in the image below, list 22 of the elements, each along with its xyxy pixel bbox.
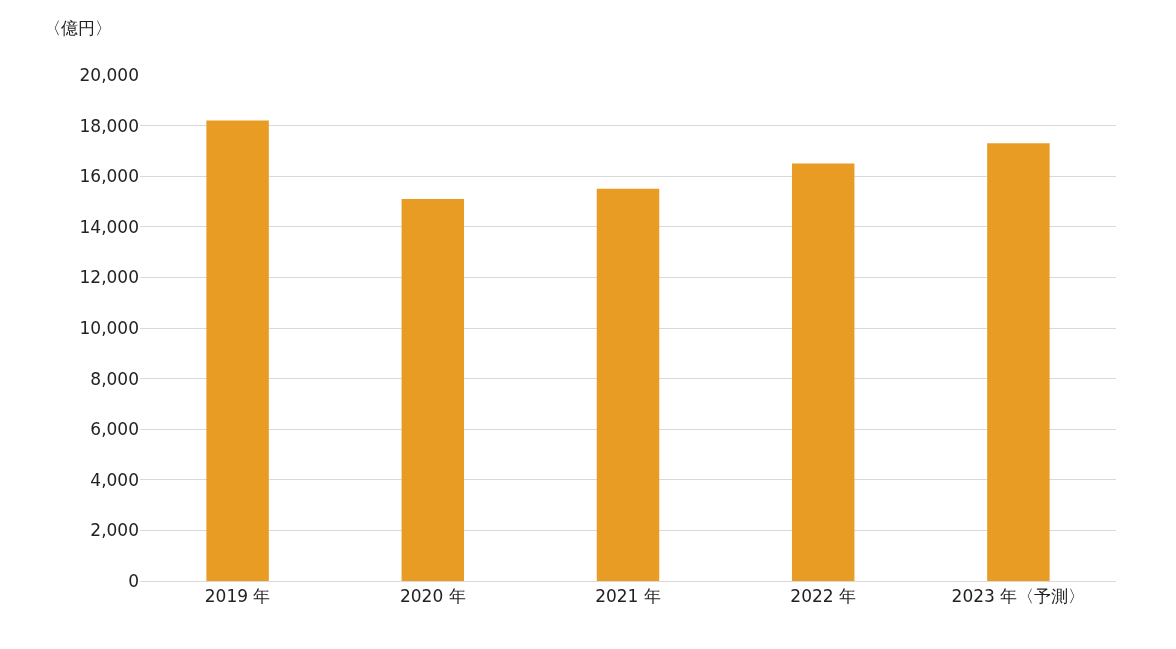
x-tick-label: 2023 年〈予測〉: [951, 586, 1086, 607]
x-tick-label: 2021 年: [595, 586, 661, 607]
bar: [206, 120, 269, 581]
y-tick-label: 16,000: [79, 166, 139, 187]
y-tick-label: 4,000: [90, 469, 139, 490]
bar: [791, 163, 855, 581]
bar: [401, 198, 465, 581]
bar: [596, 188, 660, 581]
y-tick-label: 2,000: [90, 520, 139, 541]
y-tick-label: 14,000: [79, 216, 139, 237]
y-tick-label: 6,000: [90, 419, 139, 440]
y-tick-label: 12,000: [79, 267, 139, 288]
x-tick-label: 2019 年: [204, 586, 271, 607]
bar: [987, 143, 1050, 581]
y-axis-title: 〈億円〉: [44, 18, 112, 38]
y-tick-label: 18,000: [79, 115, 139, 136]
y-tick-label: 8,000: [90, 368, 139, 389]
x-tick-label: 2022 年: [790, 586, 857, 607]
y-tick-label: 0: [128, 570, 139, 591]
y-tick-label: 20,000: [79, 64, 139, 85]
y-tick-label: 10,000: [79, 317, 139, 338]
x-tick-label: 2020 年: [399, 586, 466, 607]
